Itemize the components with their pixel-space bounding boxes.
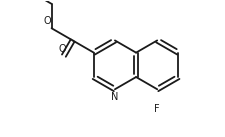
Text: O: O: [43, 16, 51, 26]
Text: N: N: [111, 92, 119, 102]
Text: F: F: [154, 104, 160, 114]
Text: O: O: [59, 44, 66, 54]
